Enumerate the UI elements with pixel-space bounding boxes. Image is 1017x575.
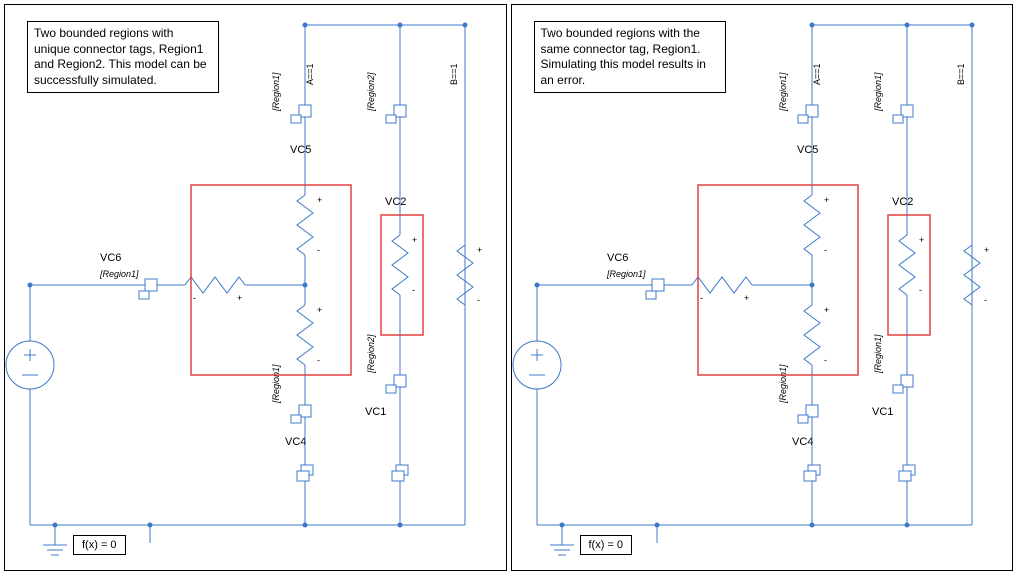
connector-shadow-icon <box>291 115 301 123</box>
svg-text:+: + <box>744 293 749 303</box>
resistor-v-top <box>297 195 313 255</box>
fx-box-right: f(x) = 0 <box>580 535 633 555</box>
node <box>398 23 403 28</box>
region1-tag-bottom: [Region1] <box>271 364 281 404</box>
description-text-right: Two bounded regions with the same connec… <box>541 26 706 87</box>
svg-text:[Region1]: [Region1] <box>778 364 788 404</box>
region1-tag-top: [Region1] <box>271 72 281 112</box>
node <box>148 523 153 528</box>
minus-label: - <box>477 295 480 305</box>
panel-right: Two bounded regions with the same connec… <box>511 4 1014 571</box>
region2-tag-bottom-right: [Region1] <box>873 334 883 374</box>
svg-text:B==1: B==1 <box>956 63 966 85</box>
node <box>303 523 308 528</box>
svg-text:+: + <box>984 245 989 255</box>
b-eq-label: B==1 <box>449 63 459 85</box>
vc6-label: VC6 <box>607 252 628 264</box>
resistor-v-bottom <box>297 305 313 365</box>
node <box>398 523 403 528</box>
description-box-right: Two bounded regions with the same connec… <box>534 21 726 93</box>
connector-shadow-icon <box>291 415 301 423</box>
voltage-source-icon <box>6 341 54 389</box>
svg-text:[Region1]: [Region1] <box>778 72 788 112</box>
minus-label: - <box>317 245 320 255</box>
red-region-box-2 <box>381 215 423 335</box>
region1-tag-left: [Region1] <box>606 269 646 279</box>
minus-label: - <box>193 293 196 303</box>
node <box>53 523 58 528</box>
plus-label: + <box>317 195 322 205</box>
svg-text:+: + <box>824 195 829 205</box>
connector-shadow-icon <box>386 115 396 123</box>
plus-label: + <box>477 245 482 255</box>
vc1-label: VC1 <box>365 406 386 418</box>
svg-text:VC2: VC2 <box>892 196 913 208</box>
plus-label: + <box>237 293 242 303</box>
a-eq-label: A==1 <box>305 63 315 85</box>
copy-icon <box>297 471 309 481</box>
svg-text:-: - <box>984 295 987 305</box>
red-region-box-1 <box>191 185 351 375</box>
resistor-h <box>185 277 245 293</box>
copy-icon <box>392 471 404 481</box>
connector-shadow-icon <box>386 385 396 393</box>
svg-text:-: - <box>919 285 922 295</box>
vc6-label: VC6 <box>100 252 121 264</box>
node <box>463 23 468 28</box>
vc4-label: VC4 <box>285 436 306 448</box>
vc5-label: VC5 <box>290 144 311 156</box>
fx-text: f(x) = 0 <box>589 539 624 551</box>
svg-text:VC5: VC5 <box>797 144 818 156</box>
region2-tag-top: [Region2] <box>366 72 376 112</box>
svg-text:VC1: VC1 <box>872 406 893 418</box>
connector-icon <box>145 279 157 291</box>
svg-text:A==1: A==1 <box>812 63 822 85</box>
description-text-left: Two bounded regions with unique connecto… <box>34 26 207 87</box>
svg-text:+: + <box>919 235 924 245</box>
svg-text:-: - <box>824 245 827 255</box>
description-box-left: Two bounded regions with unique connecto… <box>27 21 219 93</box>
plus-label: + <box>412 235 417 245</box>
svg-text:-: - <box>824 355 827 365</box>
vc2-label: VC2 <box>385 196 406 208</box>
region1-tag-left: [Region1] <box>99 269 139 279</box>
node <box>303 23 308 28</box>
minus-label: - <box>317 355 320 365</box>
resistor-v-right <box>392 235 408 295</box>
svg-text:+: + <box>824 305 829 315</box>
svg-text:VC4: VC4 <box>792 436 813 448</box>
minus-label: - <box>412 285 415 295</box>
plus-label: + <box>317 305 322 315</box>
fx-box-left: f(x) = 0 <box>73 535 126 555</box>
connector-shadow-icon <box>139 291 149 299</box>
fx-text: f(x) = 0 <box>82 539 117 551</box>
region2-tag-top-right: [Region1] <box>873 72 883 112</box>
region2-tag-bottom: [Region2] <box>366 334 376 374</box>
svg-text:-: - <box>700 293 703 303</box>
panel-left: Two bounded regions with unique connecto… <box>4 4 507 571</box>
